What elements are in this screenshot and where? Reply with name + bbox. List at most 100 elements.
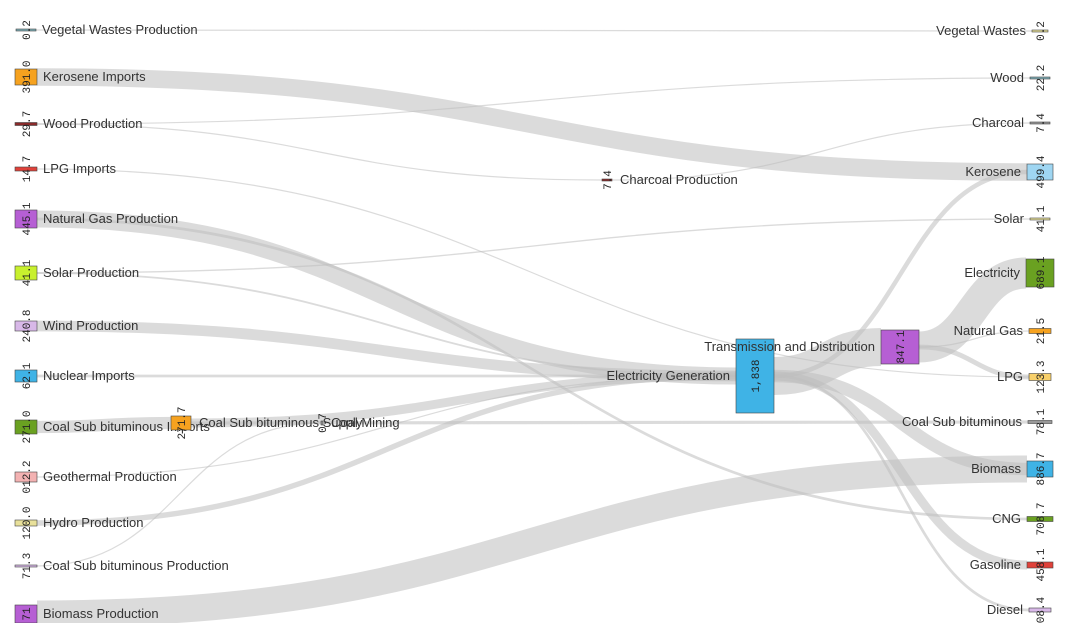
- node-coal-sub-bituminous-imports[interactable]: Coal Sub bituminous Imports 271.0: [14, 410, 210, 444]
- link-electricity-generation-to-diesel[interactable]: [773, 374, 1030, 612]
- node-wood-production[interactable]: Wood Production 29.7: [14, 111, 143, 137]
- node-bar-geothermal-production[interactable]: [14, 471, 38, 483]
- node-vegetal-wastes[interactable]: Vegetal Wastes 0.2: [936, 21, 1049, 41]
- node-solar-production[interactable]: Solar Production 41.1: [14, 259, 139, 286]
- node-vegetal-wastes-production[interactable]: Vegetal Wastes Production 0.2: [15, 20, 198, 40]
- links-layer: [35, 29, 1033, 623]
- node-label-vegetal-wastes: Vegetal Wastes: [936, 23, 1026, 38]
- node-solar[interactable]: Solar 41.1: [994, 205, 1051, 232]
- node-bar-vegetal-wastes[interactable]: [1031, 29, 1049, 33]
- node-value-kerosene: 499.4: [1036, 155, 1048, 188]
- node-electricity[interactable]: Electricity 689.1: [964, 256, 1055, 290]
- node-geothermal-production[interactable]: Geothermal Production 012.2: [14, 460, 177, 494]
- node-bar-electricity[interactable]: [1025, 258, 1055, 288]
- node-kerosene[interactable]: Kerosene 499.4: [965, 155, 1054, 189]
- node-kerosene-imports[interactable]: Kerosene Imports 391.0: [14, 60, 146, 94]
- node-bar-solar[interactable]: [1029, 217, 1051, 221]
- node-biomass-production[interactable]: Biomass Production 71: [14, 604, 159, 623]
- node-biomass[interactable]: Biomass 886.7: [971, 452, 1054, 486]
- link-coal-sub-bituminous-imports-to-coal-sub-bituminous-supply[interactable]: [36, 416, 172, 434]
- node-charcoal[interactable]: Charcoal 7.4: [972, 113, 1051, 133]
- link-wind-production-to-electricity-generation[interactable]: [36, 320, 737, 382]
- node-label-lpg: LPG: [997, 369, 1023, 384]
- node-gasoline[interactable]: Gasoline 458.1: [970, 548, 1054, 582]
- node-bar-coal-sub-bituminous-production[interactable]: [14, 564, 38, 568]
- link-vegetal-wastes-production-to-vegetal-wastes[interactable]: [35, 29, 1033, 32]
- node-natural-gas-production[interactable]: Natural Gas Production 445.1: [14, 202, 178, 236]
- link-hydro-production-to-electricity-generation[interactable]: [36, 373, 737, 526]
- node-bar-coal-sub-bituminous-imports[interactable]: [14, 419, 38, 435]
- node-label-wind-production: Wind Production: [43, 318, 138, 333]
- link-transmission-and-distribution-to-electricity[interactable]: [917, 257, 1028, 363]
- node-bar-coal-mining[interactable]: [320, 420, 324, 426]
- node-bar-wind-production[interactable]: [14, 320, 38, 332]
- link-charcoal-production-to-charcoal[interactable]: [611, 122, 1031, 181]
- node-label-wood: Wood: [990, 70, 1024, 85]
- link-wood-production-to-wood[interactable]: [36, 77, 1031, 125]
- node-value-geothermal-production: 012.2: [22, 460, 34, 493]
- node-bar-transmission-and-distribution[interactable]: [880, 329, 920, 365]
- node-label-diesel: Diesel: [987, 602, 1023, 617]
- link-kerosene-imports-to-kerosene[interactable]: [36, 68, 1028, 181]
- node-bar-solar-production[interactable]: [14, 265, 38, 281]
- node-coal-sub-bituminous-supply[interactable]: Coal Sub bituminous Supply 271.7: [170, 406, 363, 440]
- node-wind-production[interactable]: Wind Production 240.8: [14, 309, 138, 343]
- node-bar-coal-sub-bituminous-supply[interactable]: [170, 415, 192, 431]
- node-bar-lpg[interactable]: [1028, 373, 1052, 381]
- node-bar-natural-gas-production[interactable]: [14, 209, 38, 229]
- node-bar-biomass-production[interactable]: [14, 604, 38, 623]
- node-bar-biomass[interactable]: [1026, 460, 1054, 478]
- link-wood-production-to-charcoal-production[interactable]: [36, 123, 603, 181]
- node-value-wind-production: 240.8: [22, 309, 34, 342]
- link-solar-production-to-solar[interactable]: [36, 218, 1031, 274]
- node-label-geothermal-production: Geothermal Production: [43, 469, 177, 484]
- node-bar-charcoal[interactable]: [1029, 121, 1051, 125]
- node-value-charcoal: 7.4: [1036, 113, 1048, 133]
- node-bar-lpg-imports[interactable]: [14, 166, 38, 172]
- node-electricity-generation[interactable]: Electricity Generation 1,838: [606, 338, 775, 414]
- node-bar-hydro-production[interactable]: [14, 519, 38, 527]
- node-bar-natural-gas[interactable]: [1028, 328, 1052, 334]
- node-bar-diesel[interactable]: [1028, 607, 1052, 613]
- node-value-vegetal-wastes-production: 0.2: [22, 20, 34, 40]
- link-electricity-generation-to-kerosene[interactable]: [773, 169, 1028, 379]
- node-bar-nuclear-imports[interactable]: [14, 369, 38, 383]
- node-bar-coal-sub-bituminous[interactable]: [1027, 420, 1053, 424]
- node-transmission-and-distribution[interactable]: Transmission and Distribution 847.1: [704, 329, 920, 365]
- node-wood[interactable]: Wood 22.2: [990, 65, 1051, 91]
- node-value-natural-gas: 21.5: [1036, 318, 1048, 344]
- node-coal-sub-bituminous-production[interactable]: Coal Sub bituminous Production 71.3: [14, 553, 229, 579]
- node-lpg[interactable]: LPG 123.3: [997, 360, 1052, 394]
- link-transmission-and-distribution-to-lpg[interactable]: [918, 344, 1030, 380]
- node-value-coal-sub-bituminous-production: 71.3: [22, 553, 34, 579]
- node-diesel[interactable]: Diesel 08.4: [987, 596, 1052, 623]
- node-bar-kerosene-imports[interactable]: [14, 68, 38, 86]
- node-nuclear-imports[interactable]: Nuclear Imports 62.1: [14, 362, 135, 389]
- node-bar-kerosene[interactable]: [1026, 163, 1054, 181]
- node-natural-gas[interactable]: Natural Gas 21.5: [954, 318, 1052, 344]
- nodes-layer: Vegetal Wastes Production 0.2 Kerosene Imp…: [14, 20, 1055, 623]
- node-bar-vegetal-wastes-production[interactable]: [15, 28, 37, 32]
- node-bar-charcoal-production[interactable]: [601, 178, 613, 182]
- node-value-biomass: 886.7: [1036, 452, 1048, 485]
- node-bar-gasoline[interactable]: [1026, 561, 1054, 569]
- node-label-wood-production: Wood Production: [43, 116, 143, 131]
- node-label-kerosene-imports: Kerosene Imports: [43, 69, 146, 84]
- node-value-hydro-production: 120.0: [22, 506, 34, 539]
- node-bar-cng[interactable]: [1026, 516, 1054, 522]
- node-hydro-production[interactable]: Hydro Production 120.0: [14, 506, 143, 540]
- node-charcoal-production[interactable]: Charcoal Production 7.4: [601, 170, 738, 190]
- node-value-solar: 41.1: [1036, 205, 1048, 232]
- link-biomass-production-to-biomass[interactable]: [36, 455, 1028, 623]
- node-cng[interactable]: CNG 708.7: [992, 502, 1054, 536]
- node-coal-sub-bituminous[interactable]: Coal Sub bituminous 78.1: [902, 408, 1053, 435]
- node-bar-wood-production[interactable]: [14, 122, 38, 126]
- link-electricity-generation-to-biomass[interactable]: [773, 369, 1028, 476]
- link-coal-sub-bituminous-supply-to-coal-sub-bituminous[interactable]: [190, 420, 1029, 425]
- link-coal-sub-bituminous-production-to-coal-mining[interactable]: [36, 422, 322, 567]
- node-bar-electricity-generation[interactable]: [735, 338, 775, 414]
- node-label-charcoal-production: Charcoal Production: [620, 172, 738, 187]
- node-lpg-imports[interactable]: LPG Imports 14.7: [14, 156, 116, 182]
- node-bar-wood[interactable]: [1029, 76, 1051, 80]
